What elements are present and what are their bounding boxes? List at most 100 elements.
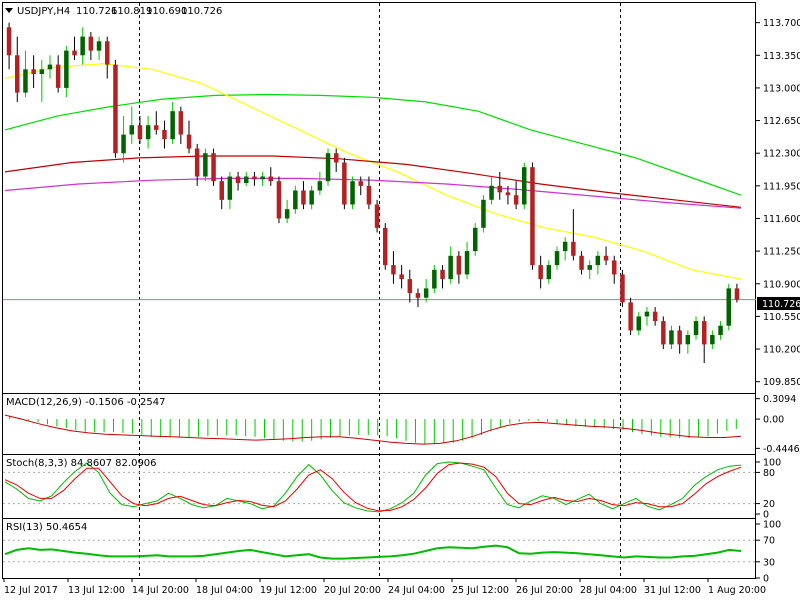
- y-tick-label: 111.600: [763, 214, 800, 225]
- candle: [113, 59, 118, 158]
- candle-body: [113, 64, 118, 154]
- candle: [693, 316, 699, 340]
- candle: [244, 171, 249, 186]
- candle-body: [562, 241, 568, 252]
- candle: [219, 176, 224, 210]
- candle-body: [186, 134, 192, 149]
- candle-body: [317, 181, 323, 191]
- candle-body: [219, 181, 224, 200]
- candle: [137, 115, 143, 144]
- candle-body: [252, 176, 257, 180]
- candle-body: [595, 255, 601, 266]
- x-tick-label: 31 Jul 12:00: [644, 585, 701, 596]
- x-tick-label: 24 Jul 04:00: [388, 585, 445, 596]
- y-tick-label: 112.650: [763, 116, 800, 127]
- close-value: 110.726: [181, 6, 222, 17]
- candle: [661, 316, 666, 350]
- candle: [121, 115, 126, 163]
- macd-title: MACD(12,26,9) -0.1506 -0.2547: [6, 397, 166, 408]
- candle-body: [383, 227, 388, 266]
- candle: [194, 143, 200, 186]
- moving-averages: [4, 63, 742, 280]
- candle: [268, 167, 273, 186]
- candle: [23, 50, 28, 98]
- open-value: 110.726: [76, 6, 117, 17]
- candle: [129, 106, 134, 144]
- candle: [301, 181, 306, 210]
- stoch-title: Stoch(8,3,3) 84.8607 82.0906: [6, 458, 157, 469]
- candle: [6, 22, 12, 70]
- candle: [15, 36, 20, 102]
- chart-frame: [2, 2, 756, 579]
- candle-body: [293, 190, 298, 210]
- y-tick-label: 110.200: [763, 345, 800, 356]
- candle-body: [612, 260, 617, 275]
- candle-body: [644, 311, 650, 317]
- candle-body: [571, 241, 576, 256]
- candle-body: [546, 265, 552, 280]
- y-tick-label: 109.850: [763, 377, 800, 388]
- candle-body: [96, 41, 102, 51]
- candle-body: [685, 335, 691, 345]
- rsi-title: RSI(13) 50.4654: [6, 522, 87, 533]
- candle: [718, 321, 723, 340]
- candle-body: [88, 36, 94, 51]
- candle: [252, 171, 257, 186]
- y-tick-label: 0: [763, 510, 769, 521]
- candle: [636, 311, 641, 336]
- candle-body: [47, 64, 53, 70]
- x-tick-label: 19 Jul 12:00: [260, 585, 317, 596]
- candle: [154, 111, 159, 135]
- y-tick-label: 70: [763, 536, 775, 547]
- candle-body: [726, 288, 731, 326]
- candle-body: [734, 288, 740, 300]
- candle-body: [64, 50, 69, 88]
- candle: [374, 199, 380, 233]
- candle: [685, 330, 691, 354]
- candle: [554, 246, 560, 270]
- x-tick-label: 14 Jul 20:00: [132, 585, 189, 596]
- candle: [145, 115, 151, 149]
- x-tick-label: 25 Jul 12:00: [452, 585, 509, 596]
- candle-body: [661, 321, 666, 345]
- ma-red-line: [4, 155, 742, 208]
- candle: [423, 279, 429, 303]
- x-tick-label: 18 Jul 04:00: [196, 585, 253, 596]
- candle: [603, 246, 609, 266]
- candle: [342, 157, 347, 210]
- candlestick-series: [6, 22, 740, 364]
- candle: [399, 265, 404, 289]
- candle-body: [423, 288, 429, 298]
- candle: [620, 269, 625, 308]
- candle: [595, 251, 601, 275]
- candle-body: [374, 204, 380, 228]
- candle: [235, 171, 241, 191]
- low-value: 110.690: [146, 6, 187, 17]
- candle-body: [334, 153, 339, 163]
- candle: [31, 55, 36, 88]
- dropdown-arrow-icon[interactable]: [5, 8, 13, 13]
- candle: [448, 246, 453, 284]
- candle-body: [309, 190, 314, 205]
- candle-body: [636, 316, 641, 331]
- y-tick-label: -0.4446: [763, 444, 800, 455]
- candle: [276, 176, 282, 224]
- ma-green-line: [4, 93, 742, 196]
- candle-body: [154, 125, 159, 130]
- candle: [538, 255, 543, 289]
- candle-body: [105, 41, 110, 65]
- x-tick-label: 28 Jul 04:00: [580, 585, 637, 596]
- stoch-signal-line: [4, 462, 742, 512]
- candle-body: [628, 302, 633, 331]
- candle-body: [497, 185, 502, 193]
- candle-body: [440, 269, 445, 280]
- candle: [562, 237, 568, 261]
- candle-body: [554, 251, 560, 266]
- candle: [530, 162, 535, 270]
- candle-body: [432, 269, 437, 289]
- candle-body: [464, 251, 470, 275]
- candle-body: [702, 321, 707, 345]
- candle-body: [162, 129, 167, 140]
- candle-body: [530, 167, 535, 266]
- rsi-line: [4, 544, 742, 560]
